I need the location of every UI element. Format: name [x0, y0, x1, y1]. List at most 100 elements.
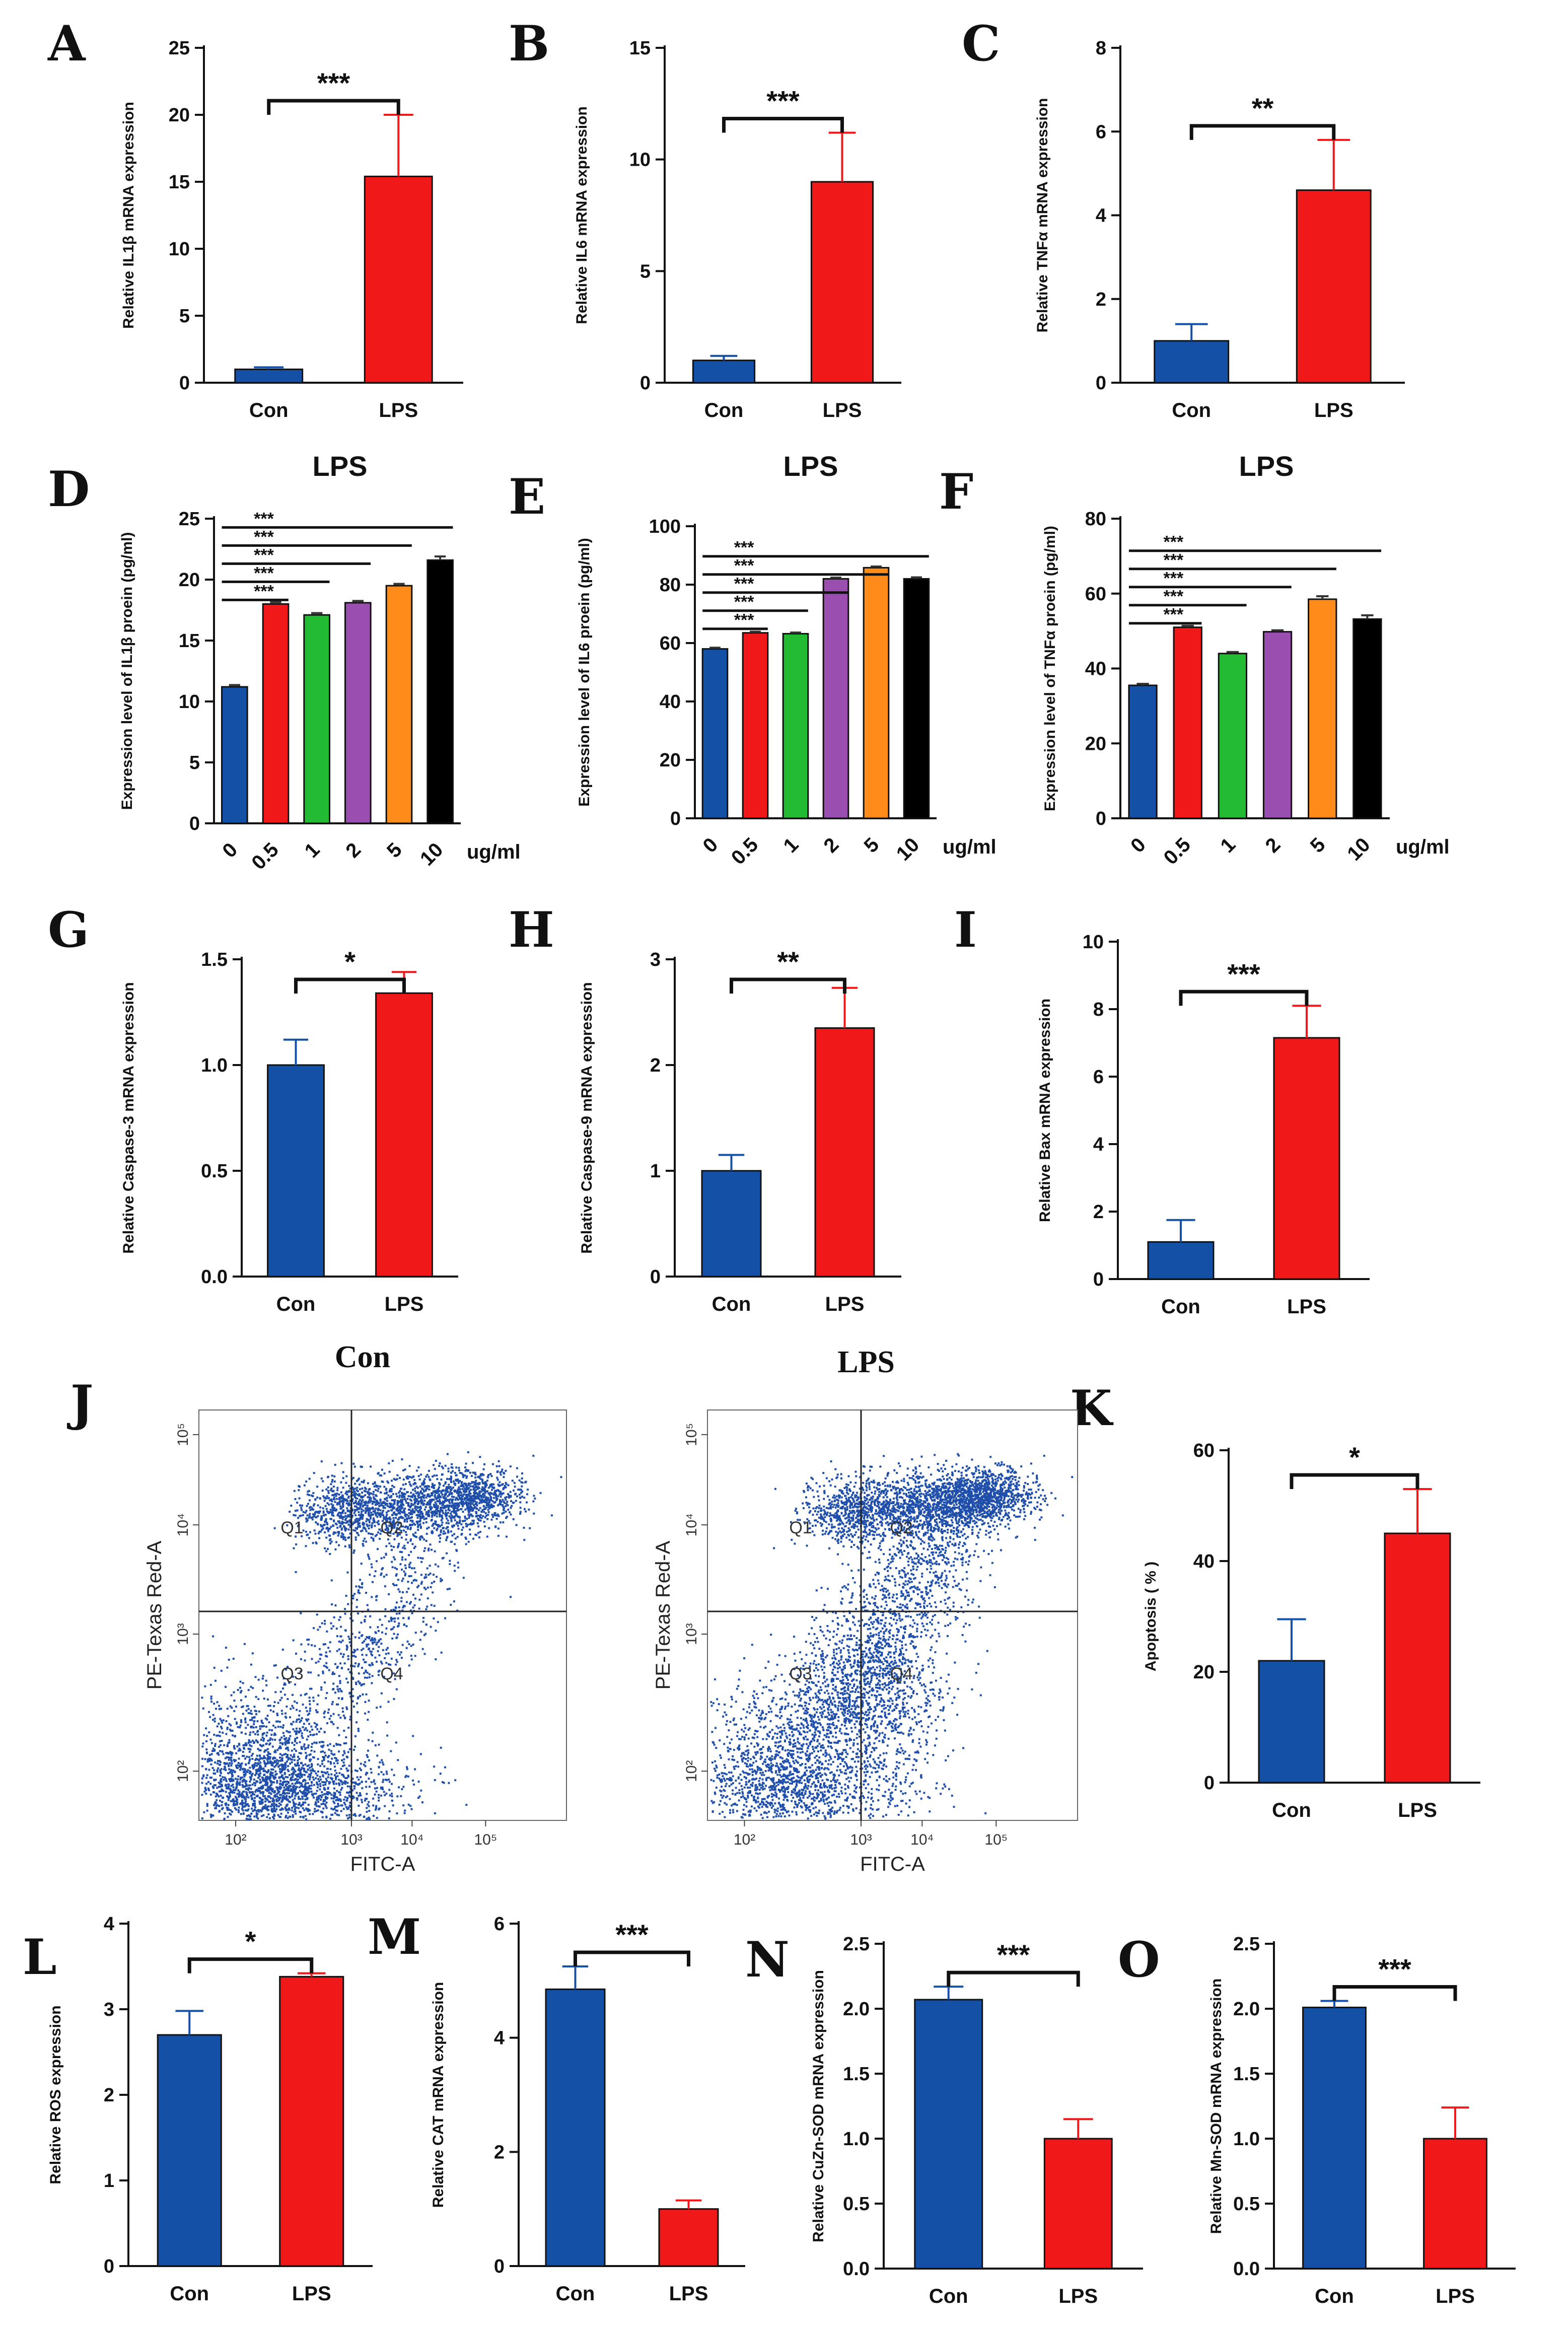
y-tick-label: 0: [1204, 1773, 1215, 1794]
significance-label: **: [777, 946, 799, 977]
y-tick-label: 0: [1096, 808, 1106, 829]
y-tick-label: 2.5: [1233, 1934, 1260, 1955]
y-tick-label: 5: [189, 752, 200, 773]
significance-label: ***: [734, 538, 754, 557]
chart-a: A 0 5 10 15 20 25 Relative IL1β mRNA expression…: [47, 15, 463, 421]
x-tick-label: 0.5: [1160, 833, 1195, 869]
bar-5: [385, 585, 413, 824]
bar-10: [426, 559, 454, 824]
x-tick-label: LPS: [1314, 399, 1353, 421]
x-tick-label: 0.5: [247, 838, 282, 874]
x-tick-label: 10⁵: [984, 1831, 1008, 1848]
x-tick-label: 5: [1306, 833, 1330, 857]
x-tick-label: 10⁵: [474, 1831, 497, 1848]
x-tick-label: 10: [892, 833, 924, 865]
significance-label: ***: [734, 575, 754, 594]
x-tick-label: LPS: [385, 1293, 424, 1315]
bar-LPS: [1043, 2138, 1113, 2270]
panel-letter: C: [962, 15, 1000, 72]
bar-Con: [914, 1999, 983, 2270]
y-tick-label: 3: [650, 949, 661, 970]
y-tick-label: 20: [1085, 733, 1106, 754]
x-axis-title: FITC-A: [860, 1853, 925, 1875]
x-tick-label: Con: [1172, 399, 1211, 421]
significance-bracket: [574, 1950, 690, 1966]
y-tick-label: 80: [660, 575, 681, 596]
chart-o: O 0.0 0.5 1.0 1.5 2.0 2.5 Relative Mn-SOD mRNA …: [1118, 1931, 1516, 2307]
x-tick-label: Con: [1315, 2285, 1354, 2307]
significance-label: ***: [1378, 1953, 1411, 1985]
significance-bracket: [730, 977, 846, 994]
significance-bracket: [1179, 990, 1309, 1006]
significance-label: ***: [1163, 569, 1183, 588]
significance-bracket: [267, 99, 400, 115]
y-tick-label: 10⁴: [683, 1513, 700, 1536]
y-tick-label: 40: [1193, 1551, 1215, 1572]
significance-label: ***: [1163, 551, 1183, 570]
panel-letter: O: [1118, 1931, 1160, 1988]
y-tick-label: 10⁴: [175, 1513, 191, 1536]
chart-h: H 0 1 2 3 Relative Caspase-9 mRNA expression C…: [509, 901, 901, 1315]
x-unit-label: ug/ml: [943, 836, 996, 858]
y-tick-label: 10⁵: [175, 1423, 191, 1446]
y-tick-label: 2: [650, 1055, 661, 1076]
significance-label: ***: [254, 563, 274, 583]
panel-letter: N: [745, 1931, 790, 1988]
panel-letter: B: [509, 15, 549, 72]
y-tick-label: 6: [1093, 1067, 1104, 1088]
x-tick-label: LPS: [825, 1293, 865, 1315]
chart-g: G 0.0 0.5 1.0 1.5 Relative Caspase-3 mRNA exp…: [48, 901, 458, 1315]
bar-Con: [545, 1988, 606, 2267]
y-tick-label: 2: [494, 2142, 505, 2163]
y-tick-label: 1: [104, 2170, 114, 2192]
bar-Con: [157, 2034, 222, 2267]
x-tick-label: 1: [301, 838, 324, 862]
y-tick-label: 2: [1093, 1202, 1104, 1223]
y-tick-label: 15: [169, 172, 190, 193]
x-tick-label: 10⁴: [400, 1831, 423, 1848]
bar-Con: [701, 1170, 762, 1278]
y-tick-label: 0: [650, 1266, 661, 1288]
y-tick-label: 8: [1096, 38, 1106, 59]
chart-m: M 0 2 4 6 Relative CAT mRNA expression Con LPS *…: [368, 1909, 745, 2305]
quadrant-label: Q4: [890, 1664, 912, 1683]
chart-title: LPS: [1239, 450, 1294, 482]
y-axis-title: Relative ROS expression: [47, 2005, 64, 2184]
y-tick-label: 0.5: [1233, 2194, 1260, 2215]
x-tick-label: 2: [820, 833, 843, 857]
quadrant-label: Q3: [789, 1664, 812, 1683]
y-tick-label: 2.5: [843, 1934, 870, 1955]
quadrant-label: Q1: [280, 1518, 303, 1537]
significance-label: ***: [734, 611, 754, 630]
y-tick-label: 1.0: [843, 2129, 870, 2150]
y-tick-label: 3: [104, 1999, 114, 2020]
y-tick-label: 80: [1085, 509, 1106, 530]
y-axis-title: Relative Bax mRNA expression: [1037, 999, 1053, 1222]
y-tick-label: 40: [660, 691, 681, 713]
bar-10: [903, 578, 930, 819]
y-tick-label: 0.0: [843, 2259, 870, 2280]
y-tick-label: 1.5: [201, 949, 228, 970]
panel-letter: J: [66, 1375, 93, 1432]
bar-Con: [1258, 1660, 1325, 1784]
x-tick-label: LPS: [1398, 1799, 1437, 1821]
significance-label: ***: [317, 67, 350, 99]
bar-0: [701, 648, 729, 819]
y-tick-label: 0: [670, 808, 681, 829]
x-tick-label: 0.5: [727, 833, 762, 869]
panel-letter: F: [939, 463, 973, 520]
flow-events: [201, 1451, 562, 1820]
y-axis-title: Relative TNFα mRNA expression: [1034, 98, 1051, 333]
y-tick-label: 4: [494, 2028, 505, 2049]
bar-1: [303, 614, 330, 824]
panel-letter: G: [48, 901, 89, 958]
y-tick-label: 4: [104, 1914, 114, 1935]
y-tick-label: 10: [1083, 932, 1104, 953]
significance-bracket: [1332, 1985, 1457, 2001]
x-tick-label: 10: [416, 838, 448, 870]
significance-bracket: [187, 1957, 314, 1973]
y-tick-label: 0: [1093, 1269, 1104, 1290]
significance-bracket: [294, 977, 406, 994]
